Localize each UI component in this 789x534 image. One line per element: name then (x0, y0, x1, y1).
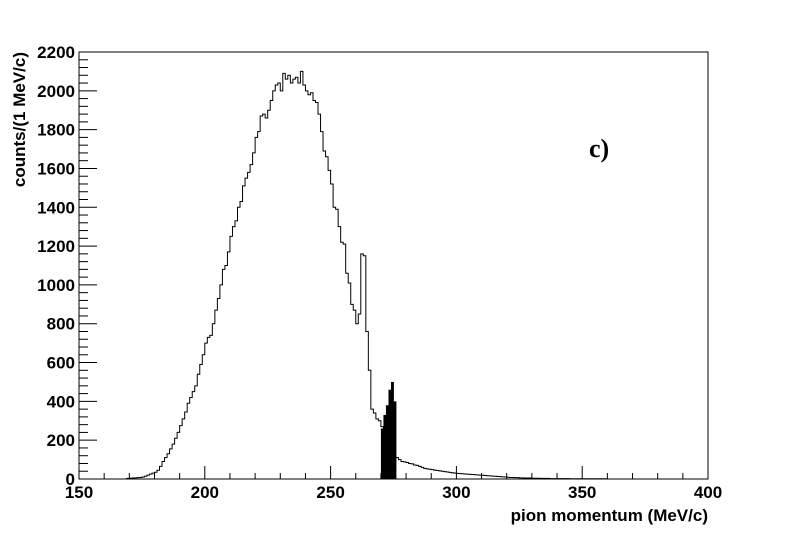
x-axis-title: pion momentum (MeV/c) (511, 506, 708, 525)
histogram-bar-filled (390, 381, 394, 479)
y-tick-label: 400 (47, 392, 75, 411)
x-tick-label: 400 (694, 483, 722, 502)
x-tick-label: 150 (65, 483, 93, 502)
histogram-bar-filled (388, 389, 392, 479)
y-tick-label: 600 (47, 354, 75, 373)
x-tick-label: 350 (568, 483, 596, 502)
histogram-bar-filled (380, 428, 384, 479)
y-tick-label: 800 (47, 315, 75, 334)
panel-label: c) (589, 134, 609, 163)
histogram-outline-series (126, 70, 608, 480)
x-tick-label: 200 (191, 483, 219, 502)
y-tick-label: 1200 (37, 237, 75, 256)
y-axis-title: counts/(1 MeV/c) (10, 52, 29, 187)
histogram-bar-filled (385, 405, 389, 479)
y-tick-label: 1400 (37, 198, 75, 217)
y-tick-label: 200 (47, 431, 75, 450)
y-tick-label: 1000 (37, 276, 75, 295)
histogram-bar-filled (383, 414, 387, 479)
x-tick-label: 300 (442, 483, 470, 502)
y-tick-label: 2000 (37, 82, 75, 101)
y-tick-label: 2200 (37, 43, 75, 62)
y-tick-label: 0 (66, 470, 75, 489)
histogram-bar-filled (393, 401, 397, 479)
y-tick-label: 1800 (37, 121, 75, 140)
x-tick-label: 250 (316, 483, 344, 502)
y-tick-label: 1600 (37, 159, 75, 178)
